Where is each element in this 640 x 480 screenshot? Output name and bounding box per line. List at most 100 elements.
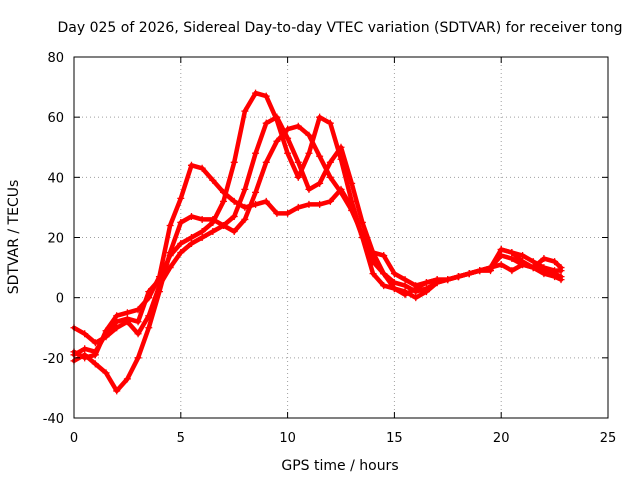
data-point [273, 116, 281, 124]
data-point [230, 197, 238, 205]
data-point [187, 212, 195, 220]
data-point [497, 246, 505, 254]
y-axis-label: SDTVAR / TECUs [6, 180, 22, 295]
data-point [177, 194, 185, 202]
data-point [155, 282, 163, 290]
data-point [145, 288, 153, 296]
data-point [177, 218, 185, 226]
data-point [230, 227, 238, 235]
data-point [316, 179, 324, 187]
data-point [380, 252, 388, 260]
data-point [145, 312, 153, 320]
data-point [422, 279, 430, 287]
series-track-4 [70, 89, 565, 359]
data-point [557, 273, 565, 281]
data-point [262, 158, 270, 166]
data-point [551, 270, 559, 278]
data-point [294, 203, 302, 211]
y-tick-label: 20 [47, 232, 64, 247]
data-point [294, 158, 302, 166]
data-point [134, 354, 142, 362]
data-point [155, 276, 163, 284]
data-point [187, 240, 195, 248]
data-point [198, 215, 206, 223]
data-point [519, 258, 527, 266]
data-point [134, 330, 142, 338]
data-point [337, 155, 345, 163]
data-point [209, 176, 217, 184]
data-point [187, 234, 195, 241]
data-point [390, 270, 398, 278]
data-point [198, 234, 206, 241]
data-point [262, 92, 270, 100]
data-point [444, 276, 452, 284]
data-point [390, 285, 398, 293]
data-point [422, 288, 430, 296]
data-point [91, 360, 99, 368]
data-point [209, 218, 217, 226]
data-point [557, 264, 565, 272]
data-point [508, 255, 516, 263]
data-point [284, 209, 292, 217]
data-point [91, 348, 99, 356]
data-point [476, 267, 484, 275]
data-point [241, 185, 249, 193]
data-point [166, 264, 174, 272]
data-point [380, 282, 388, 290]
data-point [262, 119, 270, 127]
data-point [529, 264, 537, 272]
data-point [284, 134, 292, 142]
axis-ticks: 0 5 10 15 20 25 -40 -20 0 20 40 60 80 [43, 51, 617, 446]
data-point [187, 161, 195, 169]
y-tick-label: 0 [56, 292, 64, 307]
series-track-2 [70, 122, 565, 395]
y-tick-label: 80 [47, 51, 64, 66]
data-point [113, 318, 121, 326]
x-axis-label: GPS time / hours [281, 458, 398, 474]
data-point [412, 285, 420, 293]
data-point [337, 188, 345, 196]
data-point [252, 89, 260, 97]
data-point [326, 173, 334, 181]
data-point [123, 315, 131, 323]
data-point [316, 113, 324, 121]
data-point [113, 312, 121, 320]
data-point [454, 273, 462, 281]
y-tick-label: 40 [47, 171, 64, 186]
x-tick-label: 20 [493, 431, 510, 446]
data-point [305, 131, 313, 139]
x-tick-label: 0 [70, 431, 78, 446]
data-point [358, 234, 366, 241]
data-point [369, 249, 377, 257]
data-point [519, 252, 527, 260]
data-point [529, 258, 537, 266]
data-point [134, 318, 142, 326]
data-point [305, 149, 313, 157]
data-point [113, 324, 121, 332]
data-point [81, 330, 89, 338]
grid [74, 57, 608, 418]
data-point [326, 158, 334, 166]
data-point [316, 200, 324, 208]
data-point [252, 149, 260, 157]
data-point [102, 330, 110, 338]
x-tick-label: 5 [177, 431, 185, 446]
series-track-1 [70, 161, 565, 362]
data-point [241, 215, 249, 223]
data-point [508, 249, 516, 257]
data-point [241, 203, 249, 211]
data-point [209, 227, 217, 235]
data-point [497, 261, 505, 269]
data-point [465, 270, 473, 278]
series-group [70, 89, 565, 395]
data-point [401, 282, 409, 290]
data-point [540, 255, 548, 263]
data-point [284, 149, 292, 157]
data-point [220, 197, 228, 205]
data-point [326, 197, 334, 205]
data-point [102, 369, 110, 377]
data-point [412, 294, 420, 302]
data-point [326, 119, 334, 127]
data-point [166, 252, 174, 260]
data-point [230, 158, 238, 166]
